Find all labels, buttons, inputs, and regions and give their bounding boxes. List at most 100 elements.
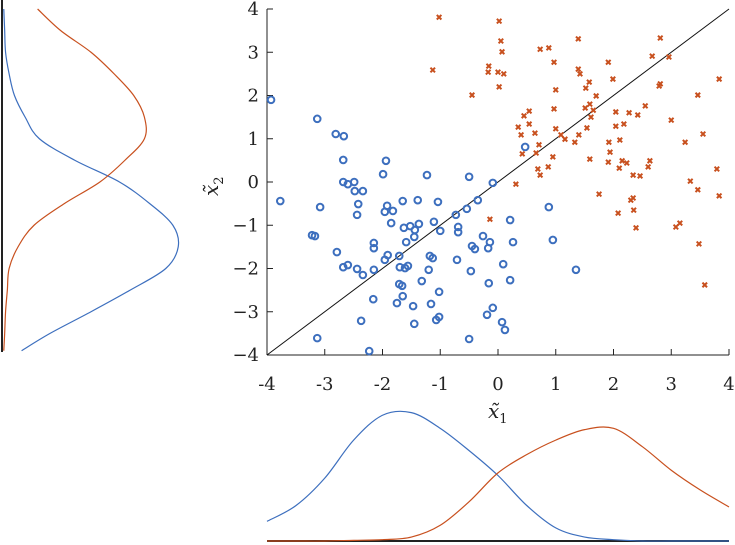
- data-point-class-2: [616, 165, 623, 172]
- data-point-class-1: [482, 310, 492, 320]
- data-point-class-2: [626, 109, 633, 116]
- data-point-class-2: [633, 224, 640, 231]
- data-point-class-2: [500, 70, 507, 77]
- data-point-class-2: [596, 191, 603, 198]
- data-point-class-1: [338, 155, 348, 165]
- data-point-class-2: [526, 108, 533, 115]
- data-point-class-1: [352, 264, 362, 274]
- data-point-class-1: [358, 186, 368, 196]
- data-point-class-2: [645, 163, 652, 170]
- data-point-class-2: [575, 35, 582, 42]
- data-point-class-2: [700, 130, 707, 137]
- data-point-class-1: [453, 227, 463, 237]
- data-point-class-2: [637, 172, 644, 179]
- data-point-class-1: [571, 265, 581, 275]
- data-point-class-2: [609, 76, 616, 83]
- data-point-class-2: [695, 240, 702, 247]
- data-point-class-2: [586, 156, 593, 163]
- diagonal-reference-line: [266, 8, 730, 356]
- data-point-class-2: [552, 125, 559, 132]
- data-point-class-1: [332, 247, 342, 257]
- data-point-class-2: [551, 59, 558, 66]
- data-point-class-2: [612, 123, 619, 130]
- x-tick-label: -2: [374, 374, 392, 395]
- data-point-class-1: [434, 287, 444, 297]
- data-point-class-1: [417, 276, 427, 286]
- data-point-class-1: [470, 244, 480, 254]
- data-point-class-2: [627, 197, 634, 204]
- data-point-class-1: [395, 262, 405, 272]
- data-point-class-2: [630, 207, 637, 214]
- data-point-class-1: [464, 334, 474, 344]
- data-point-class-1: [369, 243, 379, 253]
- data-point-class-2: [665, 54, 672, 61]
- data-point-class-2: [619, 157, 626, 164]
- data-point-class-2: [545, 44, 552, 51]
- data-point-class-2: [615, 210, 622, 217]
- data-point-class-1: [497, 317, 507, 327]
- data-point-class-1: [488, 178, 498, 188]
- y-tick-label: 0: [248, 172, 259, 193]
- data-point-class-2: [687, 178, 694, 185]
- data-point-class-1: [484, 278, 494, 288]
- y-axis-label-subscript: 2: [212, 176, 227, 184]
- x-tick-label: -3: [316, 374, 334, 395]
- marginal-x-curve-class-1: [266, 410, 729, 542]
- y-tick-label: 1: [248, 129, 259, 150]
- data-point-class-1: [414, 219, 424, 229]
- data-point-class-2: [630, 172, 637, 179]
- data-point-class-2: [716, 192, 723, 199]
- data-point-class-1: [364, 346, 374, 356]
- y-tick-label: −3: [232, 302, 259, 323]
- data-point-class-1: [466, 266, 476, 276]
- data-point-class-2: [496, 18, 503, 25]
- marginal-x-curve-class-2: [266, 426, 730, 542]
- data-point-class-1: [356, 316, 366, 326]
- data-point-class-2: [713, 166, 720, 173]
- data-point-class-1: [394, 251, 404, 261]
- data-point-class-2: [656, 82, 663, 89]
- data-point-class-2: [496, 83, 503, 90]
- data-point-class-1: [403, 261, 413, 271]
- data-point-class-2: [552, 86, 559, 93]
- y-tick-label: −1: [232, 215, 259, 236]
- data-point-class-1: [462, 204, 472, 214]
- data-point-class-1: [508, 237, 518, 247]
- data-point-class-2: [571, 139, 578, 146]
- data-point-class-2: [605, 139, 612, 146]
- data-point-class-1: [505, 215, 515, 225]
- data-point-class-2: [485, 63, 492, 70]
- data-point-class-1: [275, 196, 285, 206]
- data-point-class-2: [497, 37, 504, 45]
- data-point-class-1: [312, 333, 322, 343]
- data-point-class-2: [545, 163, 552, 170]
- data-point-class-1: [398, 291, 408, 301]
- data-point-class-1: [352, 210, 362, 220]
- data-point-class-2: [649, 53, 656, 60]
- marginal-y-curve-class-1: [3, 8, 180, 352]
- data-point-class-2: [646, 157, 653, 164]
- data-point-class-1: [409, 232, 419, 242]
- data-point-class-1: [312, 114, 322, 124]
- data-point-class-2: [520, 112, 527, 119]
- data-point-class-2: [535, 141, 543, 148]
- data-point-class-1: [349, 177, 359, 187]
- data-point-class-2: [716, 76, 723, 83]
- main-scatter-plot: -4 -3 -2 -1 0 1 2 3 4 −4 −3 −2 −1 0 1 2 3 4: [232, 0, 734, 395]
- data-point-class-2: [583, 124, 590, 131]
- data-point-class-2: [701, 281, 708, 288]
- data-point-class-2: [499, 48, 506, 55]
- data-point-class-1: [500, 325, 510, 335]
- data-point-class-1: [429, 217, 439, 227]
- x-tick-label: 3: [666, 374, 677, 395]
- data-point-class-2: [694, 92, 701, 99]
- data-point-class-2: [616, 137, 623, 144]
- data-point-class-1: [464, 172, 474, 182]
- data-point-class-2: [519, 150, 526, 157]
- data-point-class-1: [369, 238, 379, 248]
- data-point-class-1: [353, 199, 363, 209]
- data-point-class-1: [380, 207, 390, 217]
- data-point-class-2: [515, 124, 522, 131]
- data-point-class-1: [368, 294, 378, 304]
- data-point-class-1: [424, 265, 434, 275]
